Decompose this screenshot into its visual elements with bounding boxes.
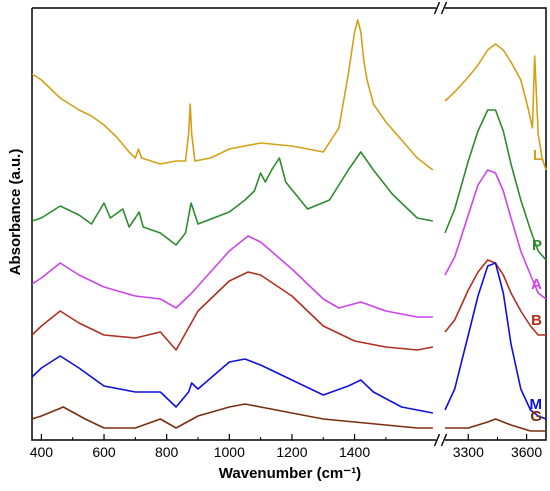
series-m-left-line — [32, 356, 433, 413]
series-p-right-line — [445, 110, 546, 260]
axis-right-bottom — [445, 8, 546, 440]
series-b-left-line — [32, 272, 433, 350]
x-tick-label-800: 800 — [155, 444, 179, 460]
series-layer — [32, 20, 546, 431]
tick-layer: 400 600 800 1000 1200 1400 3300 3600 — [30, 434, 543, 460]
series-label-p: P — [532, 237, 542, 254]
x-tick-label-600: 600 — [92, 444, 116, 460]
x-tick-label-400: 400 — [30, 444, 54, 460]
x-tick-label-1400: 1400 — [339, 444, 370, 460]
series-label-l: L — [533, 147, 542, 164]
series-g-left-line — [32, 404, 433, 428]
x-tick-label-3300: 3300 — [453, 444, 484, 460]
series-label-b: B — [531, 312, 542, 329]
axis-left-bottom — [32, 8, 436, 440]
x-axis-label: Wavenumber (cm⁻¹) — [219, 465, 361, 482]
series-l-right-line — [445, 44, 546, 170]
series-label-a: A — [531, 276, 542, 293]
series-label-g: G — [530, 408, 542, 425]
x-tick-label-3600: 3600 — [511, 444, 542, 460]
x-tick-label-1000: 1000 — [214, 444, 245, 460]
x-tick-label-1200: 1200 — [276, 444, 307, 460]
series-p-left-line — [32, 152, 433, 245]
series-l-left-line — [32, 20, 433, 170]
y-axis-label: Absorbance (a.u.) — [7, 149, 24, 276]
series-a-left-line — [32, 236, 433, 317]
